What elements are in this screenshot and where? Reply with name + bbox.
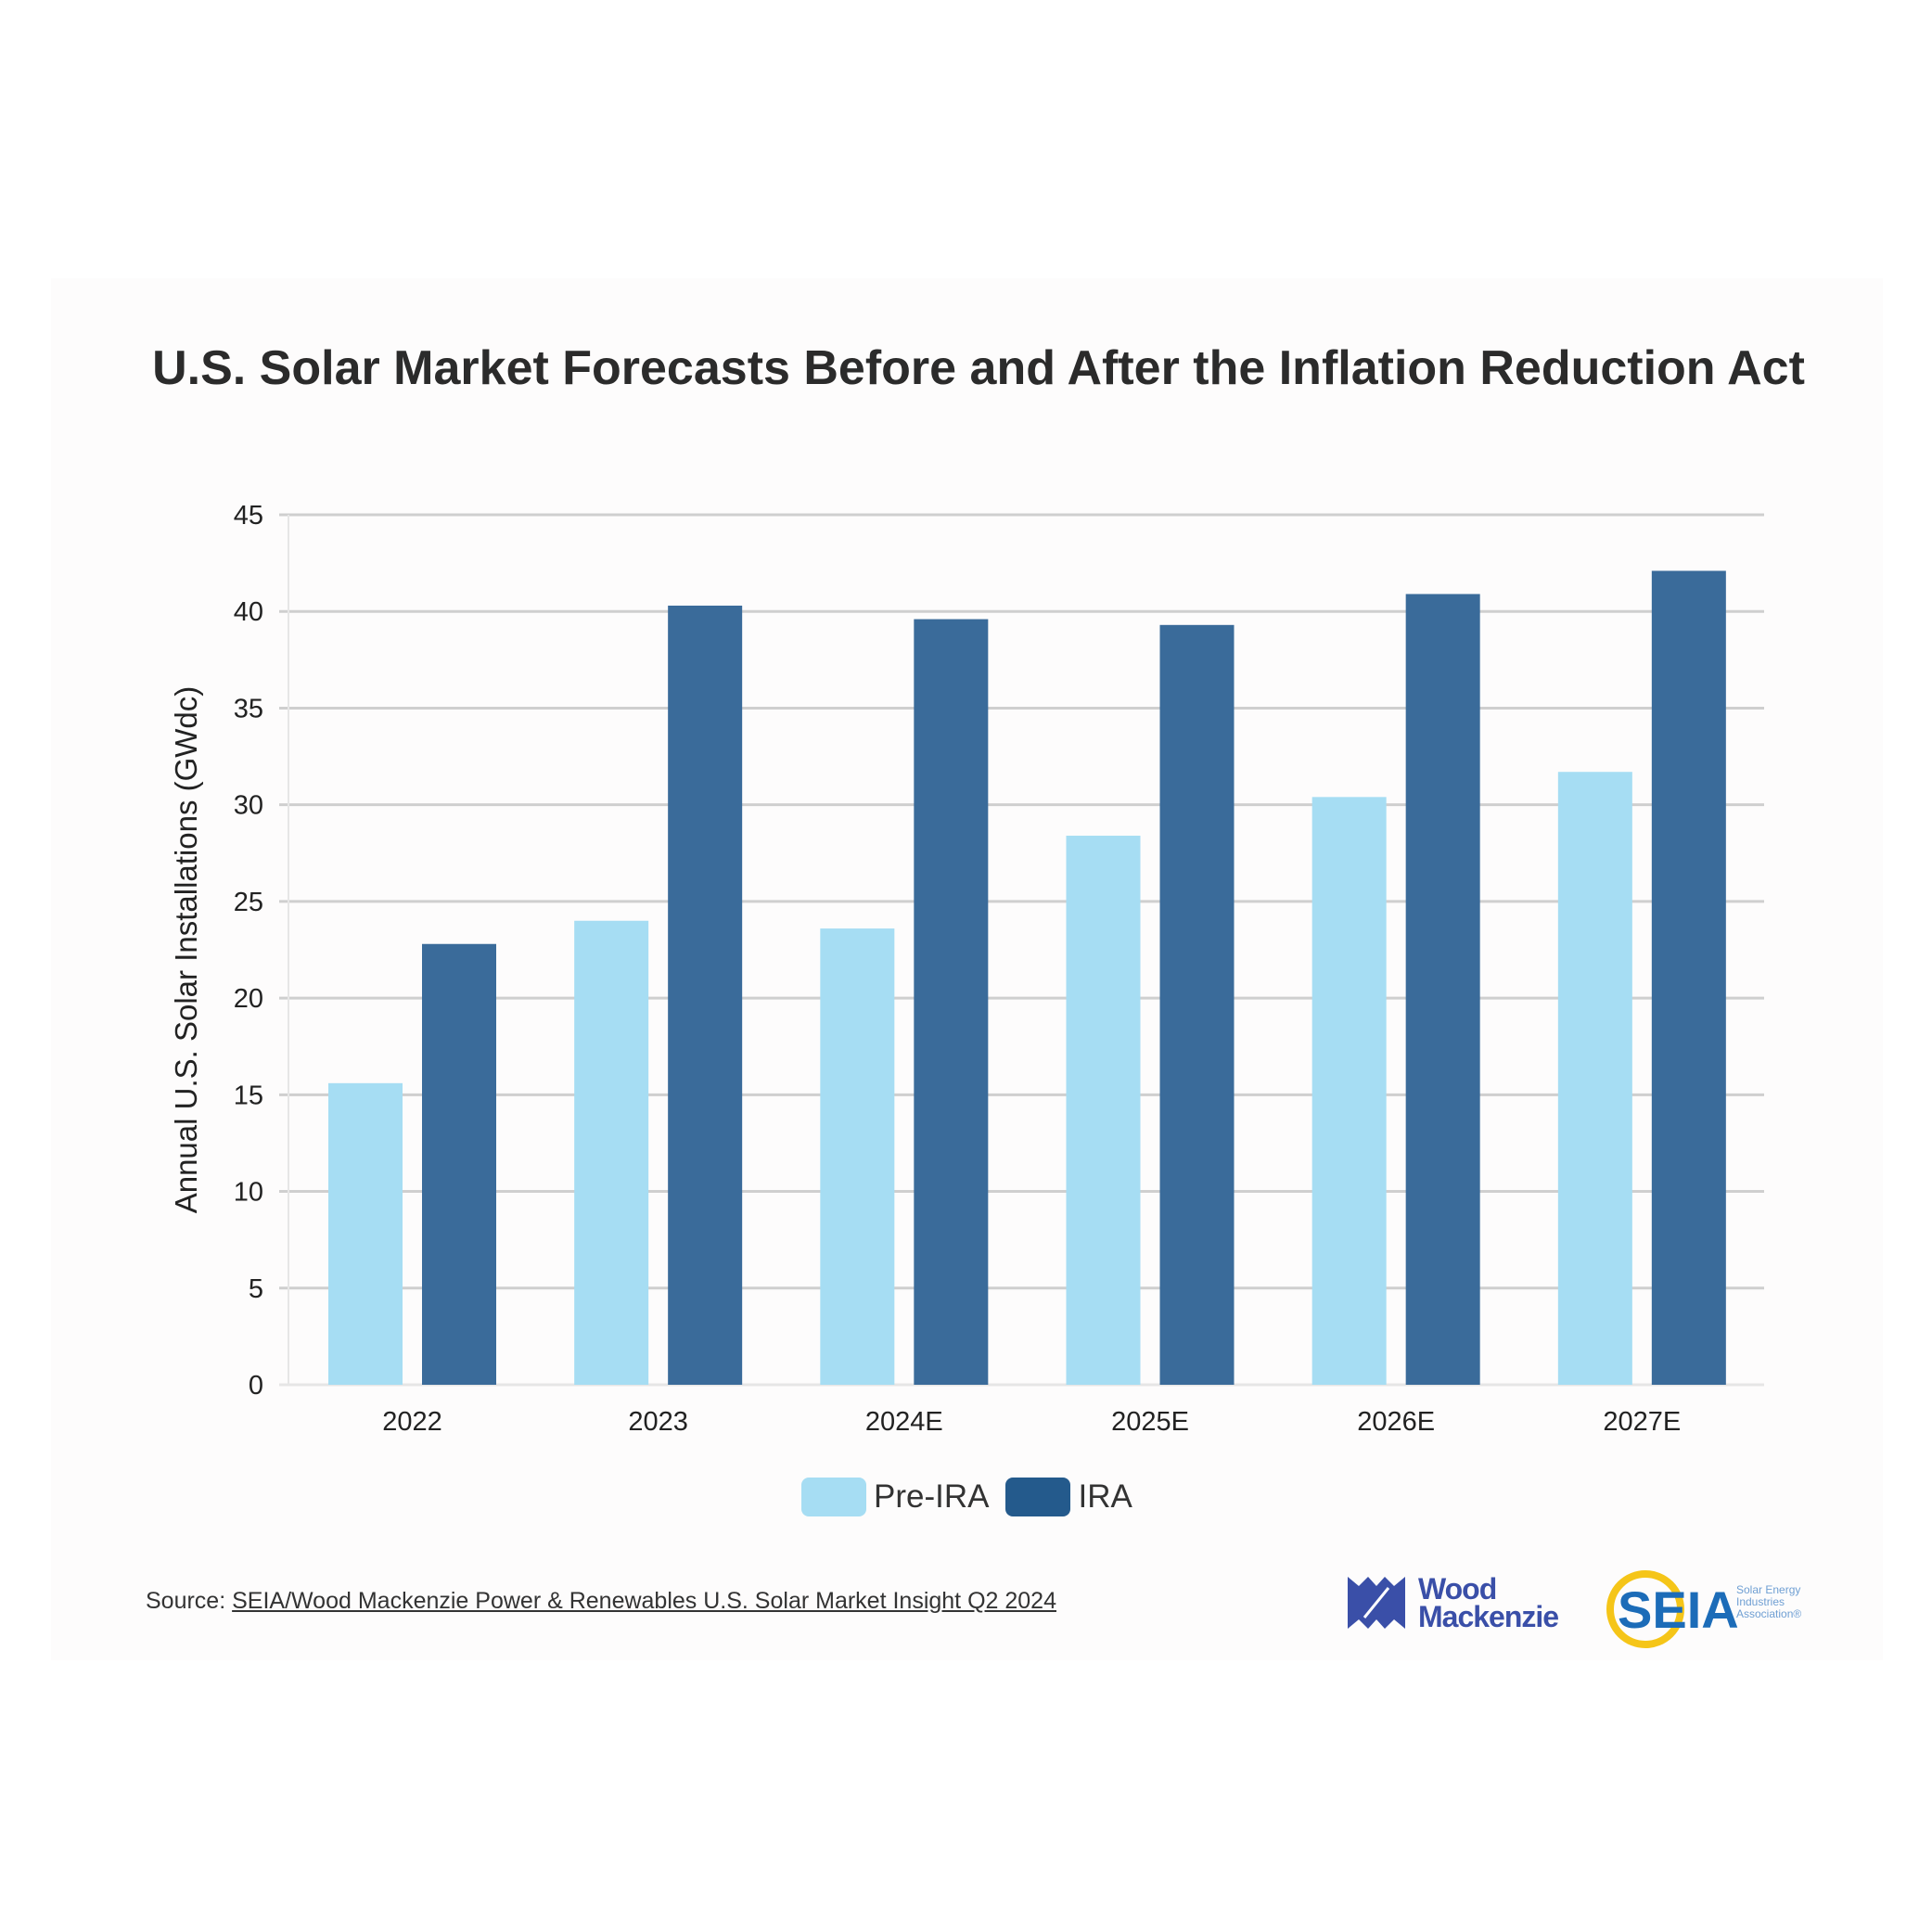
bar-pre-ira-2023 — [574, 920, 649, 1385]
bar-ira-2025e — [1159, 624, 1235, 1385]
bar-ira-2022 — [422, 943, 496, 1385]
source-link[interactable]: SEIA/Wood Mackenzie Power & Renewables U… — [232, 1588, 1056, 1614]
bar-ira-2026e — [1405, 594, 1480, 1385]
y-tick-label: 45 — [234, 501, 263, 531]
y-tick-label: 10 — [234, 1178, 263, 1208]
y-tick-label: 5 — [249, 1274, 263, 1304]
legend-label-ira: IRA — [1078, 1478, 1132, 1515]
source-note: Source: SEIA/Wood Mackenzie Power & Rene… — [146, 1588, 1056, 1615]
bar-ira-2023 — [668, 605, 743, 1385]
wood-mackenzie-logo: Wood Mackenzie — [1348, 1574, 1559, 1631]
y-axis-label: Annual U.S. Solar Installations (GWdc) — [169, 686, 203, 1214]
seia-tagline: Solar Energy Industries Association® — [1736, 1583, 1802, 1620]
legend: Pre-IRA IRA — [801, 1478, 1132, 1516]
y-tick-label: 30 — [234, 791, 263, 821]
x-tick-label: 2027E — [1603, 1407, 1681, 1437]
y-tick-label: 40 — [234, 597, 263, 627]
svg-text:SEIA: SEIA — [1618, 1580, 1739, 1639]
legend-swatch-pre-ira — [801, 1478, 866, 1516]
x-tick-label: 2023 — [628, 1407, 688, 1437]
legend-swatch-ira — [1005, 1478, 1071, 1516]
x-tick-label: 2024E — [865, 1407, 943, 1437]
y-tick-label: 15 — [234, 1081, 263, 1110]
bar-pre-ira-2022 — [328, 1082, 403, 1385]
seia-logo: SEIA — [1606, 1570, 1739, 1648]
y-tick-label: 25 — [234, 888, 263, 917]
chart-title: U.S. Solar Market Forecasts Before and A… — [152, 341, 1805, 395]
bar-pre-ira-2024e — [820, 928, 895, 1385]
legend-label-pre-ira: Pre-IRA — [874, 1478, 990, 1515]
y-tick-label: 0 — [249, 1371, 263, 1401]
y-tick-label: 35 — [234, 694, 263, 723]
source-label: Source: — [146, 1588, 226, 1614]
bar-ira-2024e — [914, 619, 989, 1385]
bar-pre-ira-2027e — [1557, 772, 1632, 1385]
bar-pre-ira-2026e — [1311, 797, 1387, 1385]
y-tick-label: 20 — [234, 984, 263, 1014]
x-tick-label: 2022 — [382, 1407, 442, 1437]
x-tick-label: 2026E — [1357, 1407, 1435, 1437]
bar-pre-ira-2025e — [1066, 836, 1141, 1385]
wood-mackenzie-mark-icon — [1348, 1577, 1405, 1629]
bar-ira-2027e — [1651, 570, 1726, 1385]
x-tick-label: 2025E — [1111, 1407, 1189, 1437]
